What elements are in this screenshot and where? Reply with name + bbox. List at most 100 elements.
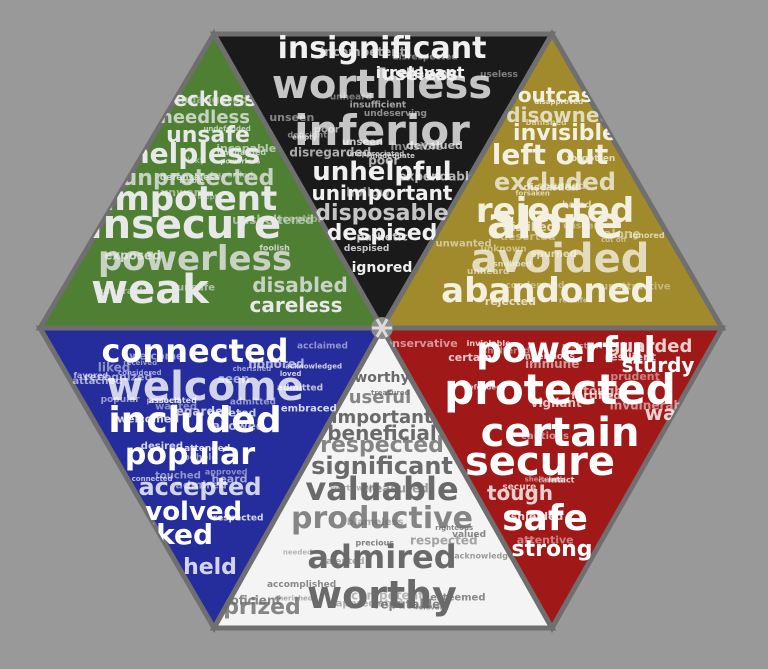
word-small-bottom-left: considered bbox=[118, 369, 161, 377]
word-group-top: uselessunseendisrespectedunappreciatedde… bbox=[269, 34, 518, 276]
word-small-bottom: blameless bbox=[347, 517, 404, 528]
word-large-bottom: worthy bbox=[307, 573, 457, 617]
word-small-top: expendable bbox=[398, 170, 477, 184]
word-small-top-left: powerless bbox=[220, 158, 260, 166]
word-small-top-left: vulnerable bbox=[95, 287, 149, 297]
word-small-bottom-right: shielded bbox=[511, 510, 564, 523]
word-small-bottom-left: admired bbox=[176, 479, 227, 492]
word-small-bottom: treasured bbox=[371, 389, 410, 397]
word-large-bottom-left: connected bbox=[101, 332, 288, 370]
word-small-bottom-left: liked bbox=[98, 361, 131, 375]
word-small-top: despised bbox=[344, 244, 389, 254]
word-large-bottom-left: liked bbox=[137, 518, 213, 551]
word-small-top-left: incapable bbox=[216, 142, 276, 155]
word-small-bottom: proficient bbox=[216, 593, 282, 607]
word-large-bottom: worthy bbox=[354, 370, 409, 386]
word-large-top-right: invisible bbox=[513, 121, 617, 146]
word-small-top-left: unguarded bbox=[217, 148, 266, 157]
word-small-top-right: shunned bbox=[537, 181, 585, 192]
word-small-top-right: rebuffed bbox=[559, 297, 593, 305]
word-small-bottom-right: resilient bbox=[605, 351, 656, 364]
word-small-top: deficient bbox=[288, 131, 328, 140]
word-small-bottom-left: attached bbox=[72, 376, 122, 387]
word-large-bottom: important bbox=[331, 407, 433, 428]
word-small-bottom-right: certain bbox=[448, 351, 492, 364]
word-small-bottom: esteemed bbox=[430, 593, 485, 604]
word-small-bottom-right: cautious bbox=[521, 431, 569, 442]
word-large-top: unhelpful bbox=[312, 157, 451, 187]
word-small-top: unseen bbox=[269, 111, 314, 124]
word-large-bottom: significant bbox=[311, 452, 453, 480]
word-small-top: hollow bbox=[346, 186, 390, 200]
word-small-bottom-left: respected bbox=[213, 514, 264, 524]
word-large-bottom-right: sturdy bbox=[622, 353, 695, 377]
word-small-top-right: discarded bbox=[523, 183, 578, 194]
word-small-top: empty bbox=[292, 134, 317, 142]
word-small-bottom-right: attentive bbox=[517, 534, 574, 547]
word-large-bottom: beneficial bbox=[327, 421, 437, 445]
word-group-top-right: shunnedrejectedcondemnedbanishedunseendi… bbox=[436, 83, 671, 311]
word-small-bottom-left: loved bbox=[280, 370, 302, 378]
word-large-bottom-right: powerful bbox=[476, 330, 656, 371]
word-small-bottom-right: vigilant bbox=[531, 396, 582, 410]
word-small-top: unappreciated bbox=[347, 150, 404, 158]
word-large-top: despised bbox=[327, 221, 438, 246]
word-small-bottom-left: welcomed bbox=[117, 412, 179, 425]
word-small-top-right: ignored bbox=[630, 231, 665, 240]
word-small-top-left: defenseless bbox=[160, 173, 220, 183]
word-small-top-right: spurned bbox=[531, 249, 577, 260]
word-large-top-left: disabled bbox=[252, 273, 348, 297]
word-large-bottom-right: certain bbox=[481, 410, 640, 456]
word-small-bottom: respected bbox=[410, 534, 478, 548]
word-small-bottom-left: recognized bbox=[84, 371, 152, 384]
word-large-bottom-left: held bbox=[183, 555, 237, 580]
word-small-bottom-right: tough bbox=[583, 384, 623, 398]
word-small-top: disregarded bbox=[289, 146, 371, 160]
word-small-bottom-left: wanted bbox=[155, 401, 197, 412]
word-small-bottom-left: approved bbox=[205, 467, 248, 476]
word-large-top: irrelevant bbox=[376, 63, 465, 82]
word-small-bottom: precious bbox=[356, 539, 395, 548]
word-large-bottom: admired bbox=[307, 538, 456, 576]
word-small-bottom: worthwhile bbox=[330, 484, 381, 493]
word-small-top-right: banished bbox=[526, 118, 567, 127]
word-small-top: undeserving bbox=[364, 109, 427, 119]
word-small-bottom: righteous bbox=[435, 524, 473, 532]
word-small-top-right: forsaken bbox=[515, 190, 549, 198]
word-small-top: empty bbox=[417, 69, 456, 82]
word-small-top: pathetic bbox=[356, 231, 407, 244]
word-large-top-left: helpless bbox=[130, 137, 260, 170]
word-large-bottom-right: tough bbox=[487, 481, 553, 505]
word-small-bottom-left: cherished bbox=[233, 365, 272, 373]
word-large-top-left: unsafe bbox=[166, 123, 250, 148]
word-small-bottom-left: beheld bbox=[183, 453, 218, 463]
word-small-top-right: condemned bbox=[506, 281, 565, 291]
word-large-top-left: unprotected bbox=[122, 166, 275, 191]
word-large-bottom-right: protected bbox=[444, 365, 676, 414]
word-large-bottom: productive bbox=[291, 501, 473, 536]
word-large-top-right: rejected bbox=[476, 191, 634, 231]
word-group-top-left: ineptfeebleunguardedendangeredimperiledu… bbox=[89, 87, 348, 317]
word-group-bottom: precious righteous respected treasured compe… bbox=[216, 370, 519, 620]
word-small-bottom-left: touched bbox=[155, 470, 201, 481]
word-large-bottom: prized bbox=[223, 595, 301, 620]
word-large-bottom-right: secure bbox=[465, 439, 615, 485]
word-small-bottom-right: secure bbox=[502, 482, 536, 492]
word-small-bottom-right: impervious bbox=[519, 352, 575, 362]
word-large-top-right: abandoned bbox=[441, 271, 655, 311]
word-small-bottom-left: connected bbox=[132, 475, 173, 483]
word-small-top-right: forgotten bbox=[567, 154, 615, 164]
word-small-bottom-right: careful bbox=[538, 477, 566, 485]
word-small-bottom: needed bbox=[283, 548, 312, 556]
word-large-top-left: heedless bbox=[160, 107, 250, 128]
word-group-bottom-left: recognizedassociatedwelcomedadmittedgree… bbox=[72, 332, 348, 580]
word-small-top-left: inept bbox=[197, 193, 218, 201]
word-large-top: useless bbox=[382, 64, 458, 85]
word-small-top: invisible bbox=[391, 140, 443, 153]
word-small-top-right: snubbed bbox=[493, 260, 532, 269]
word-small-top-right: unwanted bbox=[436, 238, 492, 249]
word-small-top: devalued bbox=[406, 139, 463, 152]
word-small-top-left: risky bbox=[183, 156, 206, 165]
asterisk-icon bbox=[371, 317, 393, 339]
